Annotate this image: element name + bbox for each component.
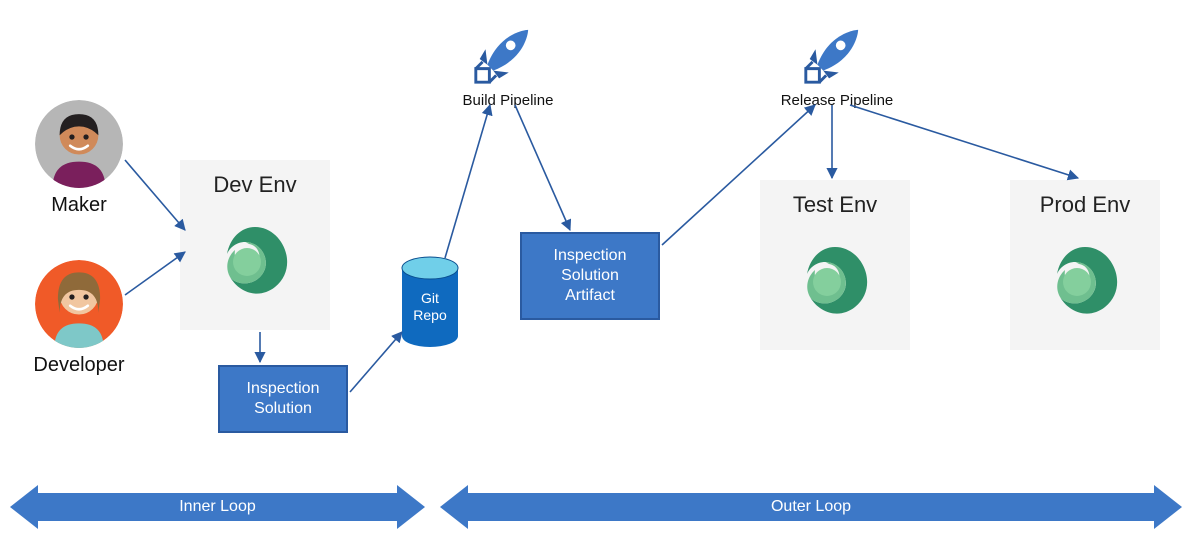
arrow-rel-to-prod [850,105,1078,178]
artifact-label: InspectionSolutionArtifact [554,246,627,306]
dataverse-icon [205,212,305,312]
git-repo-label: GitRepo [400,290,460,324]
dataverse-icon [785,232,885,332]
arrow-maker-to-dev [125,160,185,230]
inspection-solution-label: InspectionSolution [247,379,320,419]
developer-avatar [35,260,123,348]
build-pipeline-icon [470,26,532,88]
arrow-git-to-build [445,105,490,258]
prod-env-card: Prod Env [1010,180,1160,350]
arrow-inspsol-to-git [350,332,402,392]
test-env-card: Test Env [760,180,910,350]
inspection-solution-box: InspectionSolution [218,365,348,433]
maker-avatar [35,100,123,188]
dev-env-card: Dev Env [180,160,330,330]
outer-loop-bar: Outer Loop [440,485,1182,529]
prod-env-title: Prod Env [1010,192,1160,218]
inner-loop-bar: Inner Loop [10,485,425,529]
outer-loop-label: Outer Loop [771,498,851,516]
git-repo-cylinder: GitRepo [400,256,460,348]
release-pipeline-label: Release Pipeline [772,92,902,109]
test-env-title: Test Env [760,192,910,218]
arrow-developer-to-dev [125,252,185,295]
inner-loop-label: Inner Loop [179,498,256,516]
dev-env-title: Dev Env [180,172,330,198]
maker-label: Maker [35,194,123,217]
artifact-box: InspectionSolutionArtifact [520,232,660,320]
arrow-build-to-artifact [515,105,570,230]
developer-label: Developer [20,354,138,377]
build-pipeline-label: Build Pipeline [448,92,568,109]
release-pipeline-icon [800,26,862,88]
dataverse-icon [1035,232,1135,332]
